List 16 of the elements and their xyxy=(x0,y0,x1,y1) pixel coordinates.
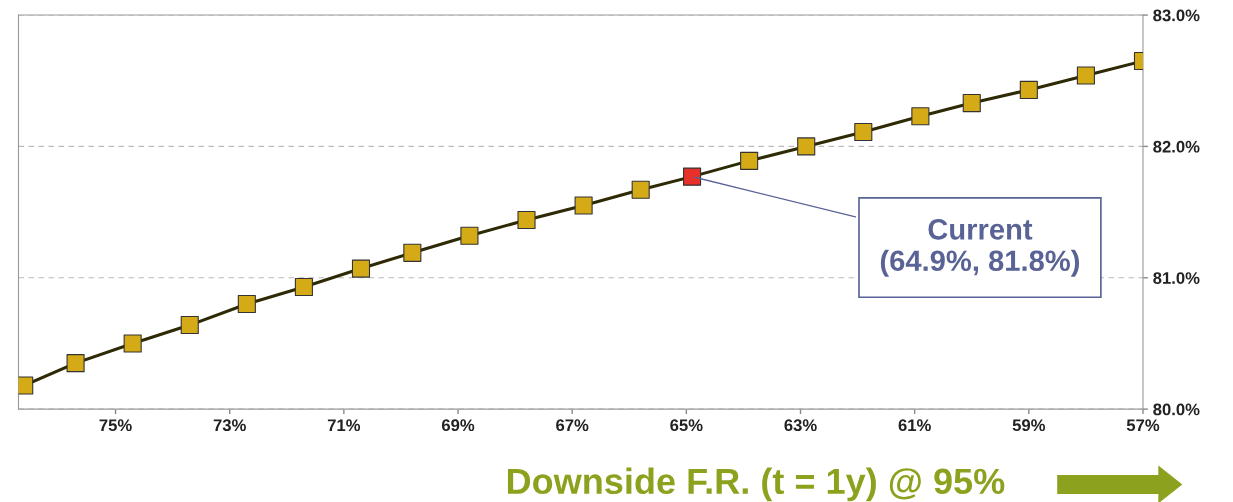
x-tick-label: 67% xyxy=(556,419,589,432)
x-tick-label: 75% xyxy=(99,419,132,432)
x-tick-label: 65% xyxy=(670,419,703,432)
x-tick-label: 69% xyxy=(441,419,475,432)
x-tick-label: 63% xyxy=(784,419,817,432)
annotation: Current (64.9%, 81.8%) xyxy=(880,219,1080,277)
x-tick-label: 71% xyxy=(327,419,361,432)
x-tick-label: 57% xyxy=(1126,419,1160,432)
y-tick-label: 82.0% xyxy=(1153,140,1200,153)
x-tick-label: 61% xyxy=(898,419,931,432)
y-tick-label: 83.0% xyxy=(1153,9,1200,22)
y-tick-label: 80.0% xyxy=(1153,403,1200,416)
y-tick-label: 81.0% xyxy=(1153,272,1200,284)
x-tick-label: 59% xyxy=(1012,419,1046,432)
x-axis-title: Downside F.R. (t = 1y) @ 95% xyxy=(507,467,1005,502)
x-tick-label: 73% xyxy=(213,419,246,432)
